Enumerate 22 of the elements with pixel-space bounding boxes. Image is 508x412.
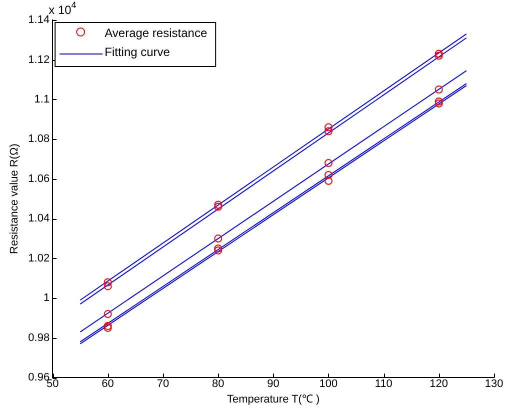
y-tick-label: 1.14 (28, 14, 50, 26)
y-axis-title: Resistance value R(Ω) (8, 144, 21, 254)
y-tick-label: 1.12 (28, 54, 50, 66)
x-tick-label: 80 (212, 378, 224, 390)
legend-label: Average resistance (104, 26, 208, 40)
x-tick-label: 90 (267, 378, 280, 390)
x-tick-label: 60 (102, 378, 114, 390)
y-tick-label: 1 (43, 292, 50, 304)
x-tick-label: 120 (430, 378, 448, 390)
x-tick-label: 50 (46, 378, 59, 390)
y-tick-label: 0.98 (28, 332, 50, 344)
y-tick-label: 1.1 (34, 94, 50, 106)
y-tick-label: 1.02 (28, 252, 50, 264)
x-axis-title: Temperature T(℃ ) (226, 393, 320, 406)
x-tick-label: 70 (156, 378, 170, 390)
y-tick-label: 1.04 (28, 212, 50, 225)
x-tick-label: 130 (484, 378, 504, 390)
y-tick-label: 1.08 (28, 133, 50, 146)
y-tick-label: 1.06 (28, 172, 50, 185)
x-tick-label: 110 (374, 378, 392, 390)
legend-label: Fitting curve (104, 45, 170, 59)
x-tick-label: 100 (319, 378, 338, 390)
